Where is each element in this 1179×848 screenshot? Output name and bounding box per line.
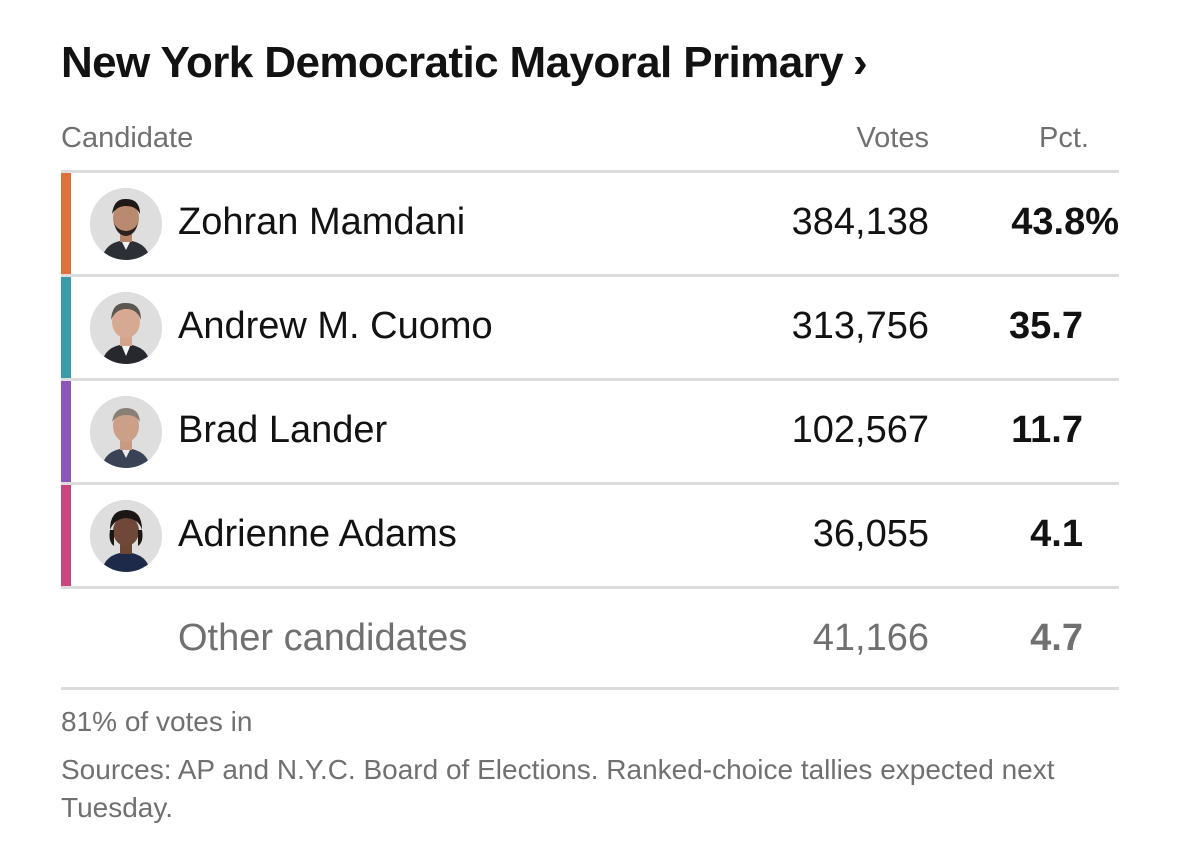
candidate-name: Zohran Mamdani <box>178 201 466 243</box>
reporting-status: 81% of votes in <box>61 706 253 737</box>
candidate-color-bar <box>61 173 71 274</box>
table-header: Candidate Votes Pct. <box>61 118 1119 160</box>
candidate-color-bar <box>61 381 71 482</box>
other-candidates-pct: 4.7 <box>1030 617 1083 659</box>
candidate-photo-icon <box>90 188 162 260</box>
candidate-votes: 384,138 <box>791 201 929 243</box>
candidate-name: Brad Lander <box>178 409 388 451</box>
other-candidates-votes: 41,166 <box>812 617 929 659</box>
candidate-votes: 102,567 <box>791 409 929 451</box>
candidate-photo-icon <box>90 292 162 364</box>
candidate-votes: 313,756 <box>791 305 929 347</box>
avatar <box>90 500 162 572</box>
other-candidates-name: Other candidates <box>178 617 468 659</box>
sources-note: Sources: AP and N.Y.C. Board of Election… <box>61 754 1055 823</box>
candidate-pct: 4.1 <box>1030 513 1083 555</box>
results-title-link[interactable]: New York Democratic Mayoral Primary › <box>61 38 868 88</box>
table-row-other: Other candidates 41,166 4.7 <box>61 586 1119 690</box>
candidate-color-bar <box>61 485 71 586</box>
results-footer: 81% of votes in Sources: AP and N.Y.C. B… <box>61 703 1119 827</box>
results-table: Zohran Mamdani 384,138 43.8% Andrew M. C… <box>61 170 1119 690</box>
candidate-photo-icon <box>90 396 162 468</box>
table-row: Adrienne Adams 36,055 4.1 <box>61 482 1119 586</box>
candidate-name: Adrienne Adams <box>178 513 457 555</box>
table-row: Brad Lander 102,567 11.7 <box>61 378 1119 482</box>
column-header-votes: Votes <box>856 122 929 154</box>
table-row: Zohran Mamdani 384,138 43.8% <box>61 170 1119 274</box>
candidate-pct: 43.8% <box>1011 201 1119 243</box>
candidate-photo-icon <box>90 500 162 572</box>
avatar <box>90 188 162 260</box>
candidate-pct: 11.7 <box>1011 409 1083 451</box>
column-header-pct: Pct. <box>1039 122 1089 154</box>
column-header-candidate: Candidate <box>61 122 194 154</box>
chevron-right-icon: › <box>852 38 868 87</box>
candidate-color-bar <box>61 277 71 378</box>
candidate-name: Andrew M. Cuomo <box>178 305 493 347</box>
avatar <box>90 292 162 364</box>
page-title: New York Democratic Mayoral Primary <box>61 38 844 87</box>
table-row: Andrew M. Cuomo 313,756 35.7 <box>61 274 1119 378</box>
candidate-votes: 36,055 <box>812 513 929 555</box>
candidate-pct: 35.7 <box>1009 305 1083 347</box>
avatar <box>90 396 162 468</box>
